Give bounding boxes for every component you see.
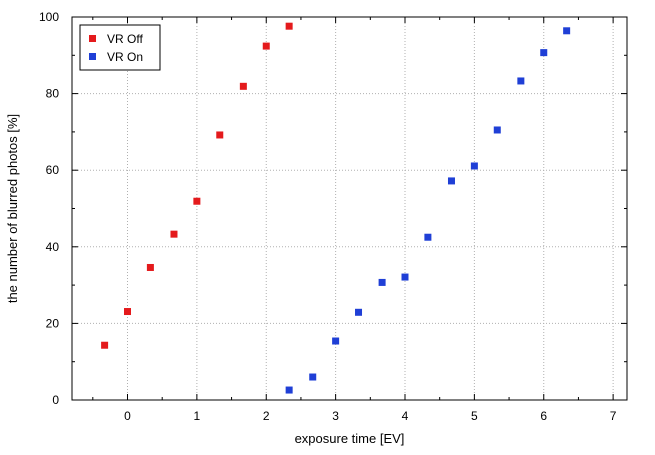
x-tick-label: 0 [124, 409, 131, 423]
y-tick-label: 20 [46, 316, 60, 330]
point-vr-off [124, 308, 131, 316]
point-vr-on [517, 77, 525, 85]
x-tick-label: 2 [263, 409, 270, 423]
grid [72, 17, 627, 400]
point-vr-off [193, 197, 201, 205]
data-points [101, 22, 571, 394]
y-tick-label: 100 [39, 10, 59, 24]
point-vr-on [285, 386, 293, 394]
y-tick-label: 40 [46, 240, 60, 254]
legend-marker-vr-on [89, 53, 96, 60]
point-vr-on [424, 233, 432, 241]
point-vr-on [493, 126, 501, 134]
x-axis-title: exposure time [EV] [295, 431, 405, 446]
x-tick-label: 5 [471, 409, 478, 423]
point-vr-on [378, 278, 386, 286]
point-vr-on [332, 337, 340, 345]
y-tick-label: 80 [46, 87, 60, 101]
x-tick-label: 1 [194, 409, 201, 423]
point-vr-on [470, 162, 478, 170]
x-tick-label: 7 [610, 409, 617, 423]
point-vr-on [540, 49, 548, 57]
x-tick-label: 6 [540, 409, 547, 423]
point-vr-off [285, 22, 293, 30]
point-vr-off [170, 230, 178, 238]
point-vr-off [216, 131, 224, 139]
point-vr-off [239, 82, 247, 90]
legend-label-vr-off: VR Off [107, 32, 143, 46]
legend-box [79, 24, 161, 71]
point-vr-off [262, 42, 270, 50]
x-tick-label: 4 [402, 409, 409, 423]
legend-marker-vr-off [89, 35, 96, 42]
point-vr-on [447, 177, 455, 185]
axis-ticks: 0 1 2 3 4 5 6 7 0 20 40 60 80 100 [39, 10, 627, 423]
point-vr-on [563, 27, 571, 35]
legend-label-vr-on: VR On [107, 50, 143, 64]
point-vr-on [401, 273, 409, 281]
legend: VR Off VR On [79, 24, 161, 71]
y-tick-label: 0 [52, 393, 59, 407]
point-vr-off [101, 341, 109, 349]
y-axis-title: the number of blurred photos [%] [5, 114, 20, 303]
point-vr-off [146, 263, 154, 271]
point-vr-on [355, 308, 363, 316]
x-tick-label: 3 [332, 409, 339, 423]
point-vr-on [309, 373, 317, 381]
y-tick-label: 60 [46, 163, 60, 177]
